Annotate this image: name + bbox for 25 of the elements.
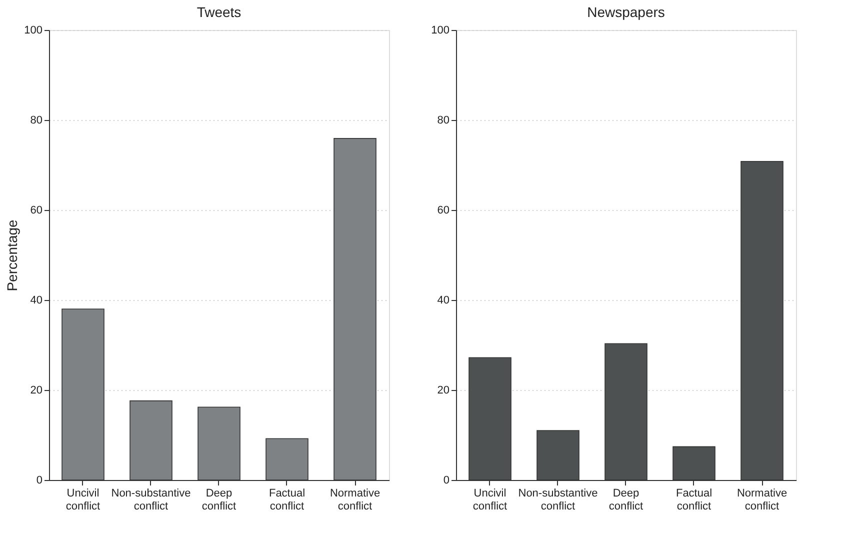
x-tick-label: Deep conflict [202, 488, 236, 512]
y-tick-label: 80 [30, 114, 42, 126]
y-tick-label: 80 [437, 114, 450, 126]
x-tick-label: Non-substantive conflict [518, 488, 598, 512]
y-tick-label: 60 [437, 204, 450, 216]
y-tick-label: 100 [431, 24, 450, 36]
x-tick-label: Non-substantive conflict [111, 488, 191, 512]
y-tick-label: 0 [443, 474, 450, 486]
y-tick-label: 40 [437, 294, 450, 306]
chart-title: Newspapers [587, 4, 665, 20]
x-tick-label: Normative conflict [330, 488, 380, 512]
x-tick-label: Normative conflict [736, 488, 788, 512]
x-tick-label: Factual conflict [676, 488, 712, 512]
x-tick-label: Uncivil conflict [66, 488, 100, 512]
y-tick-label: 40 [30, 294, 42, 306]
x-tick-label: Deep conflict [608, 488, 644, 512]
y-tick-label: 0 [36, 474, 42, 486]
y-axis-title: Percentage [4, 219, 20, 292]
y-tick-label: 20 [30, 384, 42, 396]
y-tick-label: 100 [24, 24, 42, 36]
y-tick-label: 60 [30, 204, 42, 216]
y-tick-label: 20 [437, 384, 450, 396]
x-tick-label: Factual conflict [268, 488, 306, 512]
x-tick-label: Uncivil conflict [472, 488, 508, 512]
chart-title: Tweets [196, 4, 242, 20]
